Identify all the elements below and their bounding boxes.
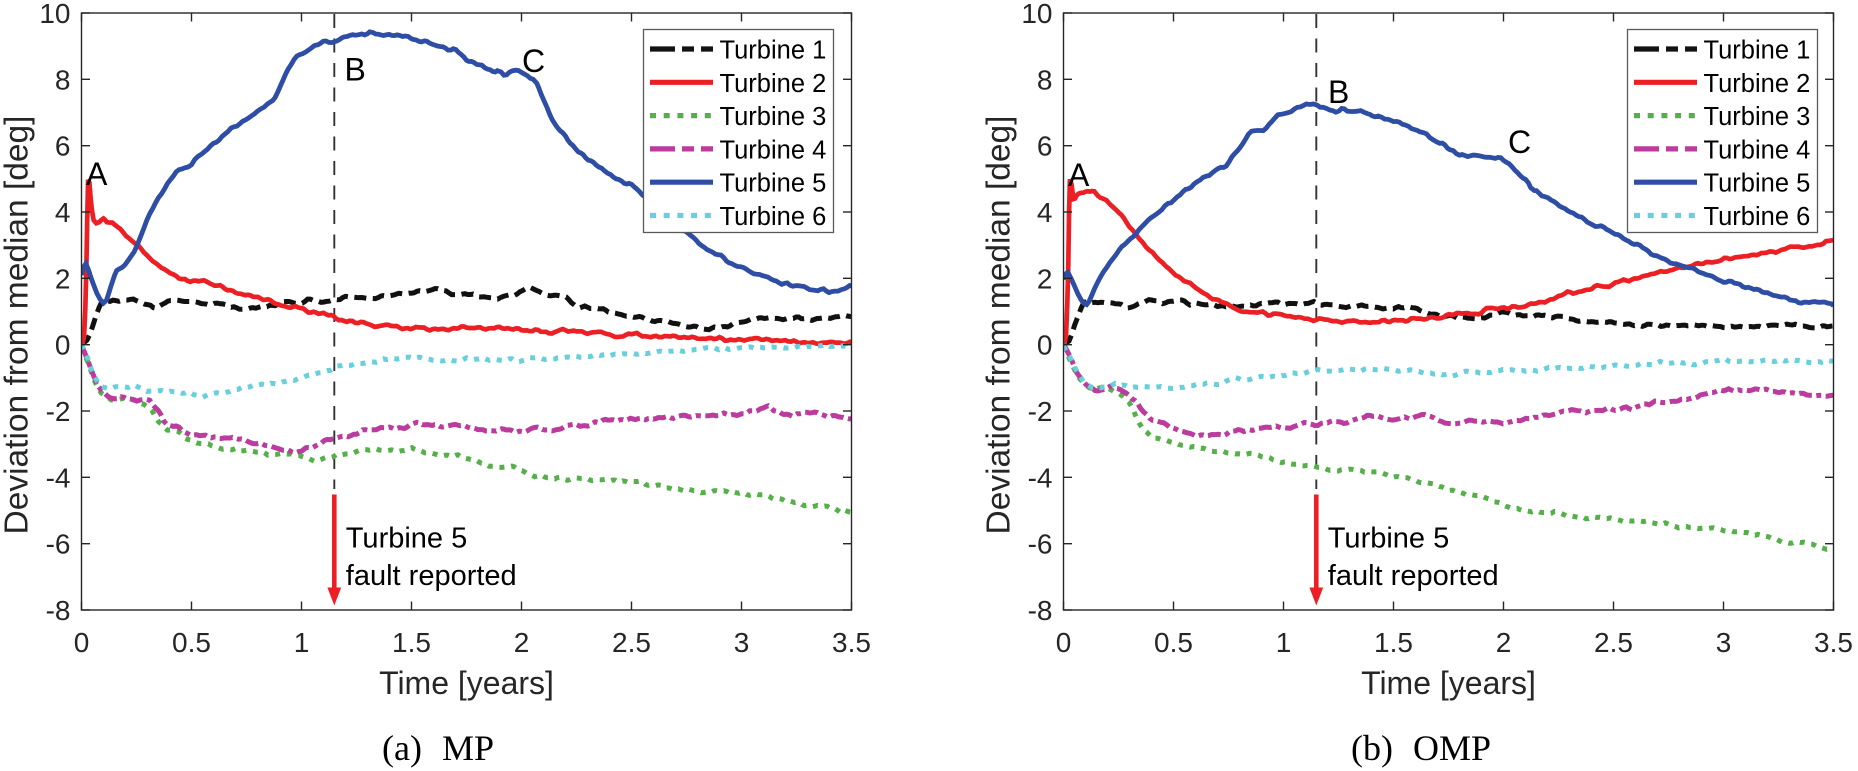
svg-text:Turbine 5: Turbine 5 — [720, 170, 827, 198]
svg-text:Turbine 4: Turbine 4 — [1704, 136, 1811, 164]
svg-text:-6: -6 — [46, 529, 71, 560]
svg-text:Time [years]: Time [years] — [379, 665, 554, 701]
svg-text:Turbine 6: Turbine 6 — [1704, 203, 1811, 231]
svg-text:1.5: 1.5 — [392, 627, 431, 658]
svg-text:0.5: 0.5 — [1154, 627, 1193, 658]
svg-text:Turbine 5: Turbine 5 — [1704, 170, 1811, 198]
svg-text:Turbine 2: Turbine 2 — [1704, 70, 1811, 98]
svg-text:-4: -4 — [1028, 462, 1053, 493]
svg-text:2.5: 2.5 — [612, 627, 651, 658]
svg-text:B: B — [345, 52, 366, 88]
svg-text:10: 10 — [1021, 0, 1052, 29]
svg-text:Turbine 1: Turbine 1 — [1704, 37, 1811, 65]
svg-text:C: C — [1508, 124, 1531, 160]
svg-text:-2: -2 — [46, 396, 71, 427]
svg-text:2: 2 — [1037, 263, 1053, 294]
svg-text:2: 2 — [514, 627, 530, 658]
svg-text:4: 4 — [55, 197, 71, 228]
svg-text:4: 4 — [1037, 197, 1053, 228]
svg-text:Turbine 6: Turbine 6 — [720, 203, 827, 231]
svg-text:2: 2 — [55, 263, 71, 294]
svg-text:1: 1 — [1276, 627, 1292, 658]
svg-text:1: 1 — [294, 627, 310, 658]
svg-text:2.5: 2.5 — [1594, 627, 1633, 658]
svg-text:-8: -8 — [1028, 595, 1053, 626]
svg-text:fault reported: fault reported — [346, 560, 517, 592]
svg-text:6: 6 — [1037, 131, 1053, 162]
svg-text:3.5: 3.5 — [832, 627, 871, 658]
svg-text:Turbine 1: Turbine 1 — [720, 37, 827, 65]
svg-text:3: 3 — [1716, 627, 1732, 658]
svg-text:Turbine 2: Turbine 2 — [720, 70, 827, 98]
svg-text:Turbine 4: Turbine 4 — [720, 136, 827, 164]
svg-text:0: 0 — [74, 627, 90, 658]
svg-text:1.5: 1.5 — [1374, 627, 1413, 658]
svg-text:Turbine 3: Turbine 3 — [1704, 103, 1811, 131]
svg-text:(b) OMP: (b) OMP — [1351, 728, 1491, 768]
svg-text:fault reported: fault reported — [1328, 560, 1499, 592]
svg-text:10: 10 — [39, 0, 70, 29]
svg-text:C: C — [522, 43, 545, 79]
svg-text:8: 8 — [1037, 64, 1053, 95]
svg-text:2: 2 — [1496, 627, 1512, 658]
svg-text:(a) MP: (a) MP — [382, 728, 494, 768]
svg-text:-8: -8 — [46, 595, 71, 626]
svg-text:0: 0 — [1037, 330, 1053, 361]
svg-text:Turbine 5: Turbine 5 — [346, 523, 467, 555]
svg-text:8: 8 — [55, 64, 71, 95]
svg-text:A: A — [86, 156, 108, 192]
svg-text:0: 0 — [55, 330, 71, 361]
svg-text:A: A — [1068, 157, 1090, 193]
svg-text:-4: -4 — [46, 462, 71, 493]
svg-text:3.5: 3.5 — [1814, 627, 1853, 658]
svg-text:Deviation from median [deg]: Deviation from median [deg] — [0, 116, 36, 535]
svg-text:-6: -6 — [1028, 529, 1053, 560]
svg-text:Deviation from median [deg]: Deviation from median [deg] — [981, 116, 1018, 535]
svg-text:B: B — [1328, 74, 1349, 110]
svg-text:3: 3 — [734, 627, 750, 658]
svg-text:0: 0 — [1056, 627, 1072, 658]
svg-text:Time [years]: Time [years] — [1361, 665, 1536, 701]
svg-text:Turbine 3: Turbine 3 — [720, 103, 827, 131]
svg-text:Turbine 5: Turbine 5 — [1328, 523, 1449, 555]
svg-text:-2: -2 — [1028, 396, 1053, 427]
svg-text:0.5: 0.5 — [172, 627, 211, 658]
svg-text:6: 6 — [55, 131, 71, 162]
